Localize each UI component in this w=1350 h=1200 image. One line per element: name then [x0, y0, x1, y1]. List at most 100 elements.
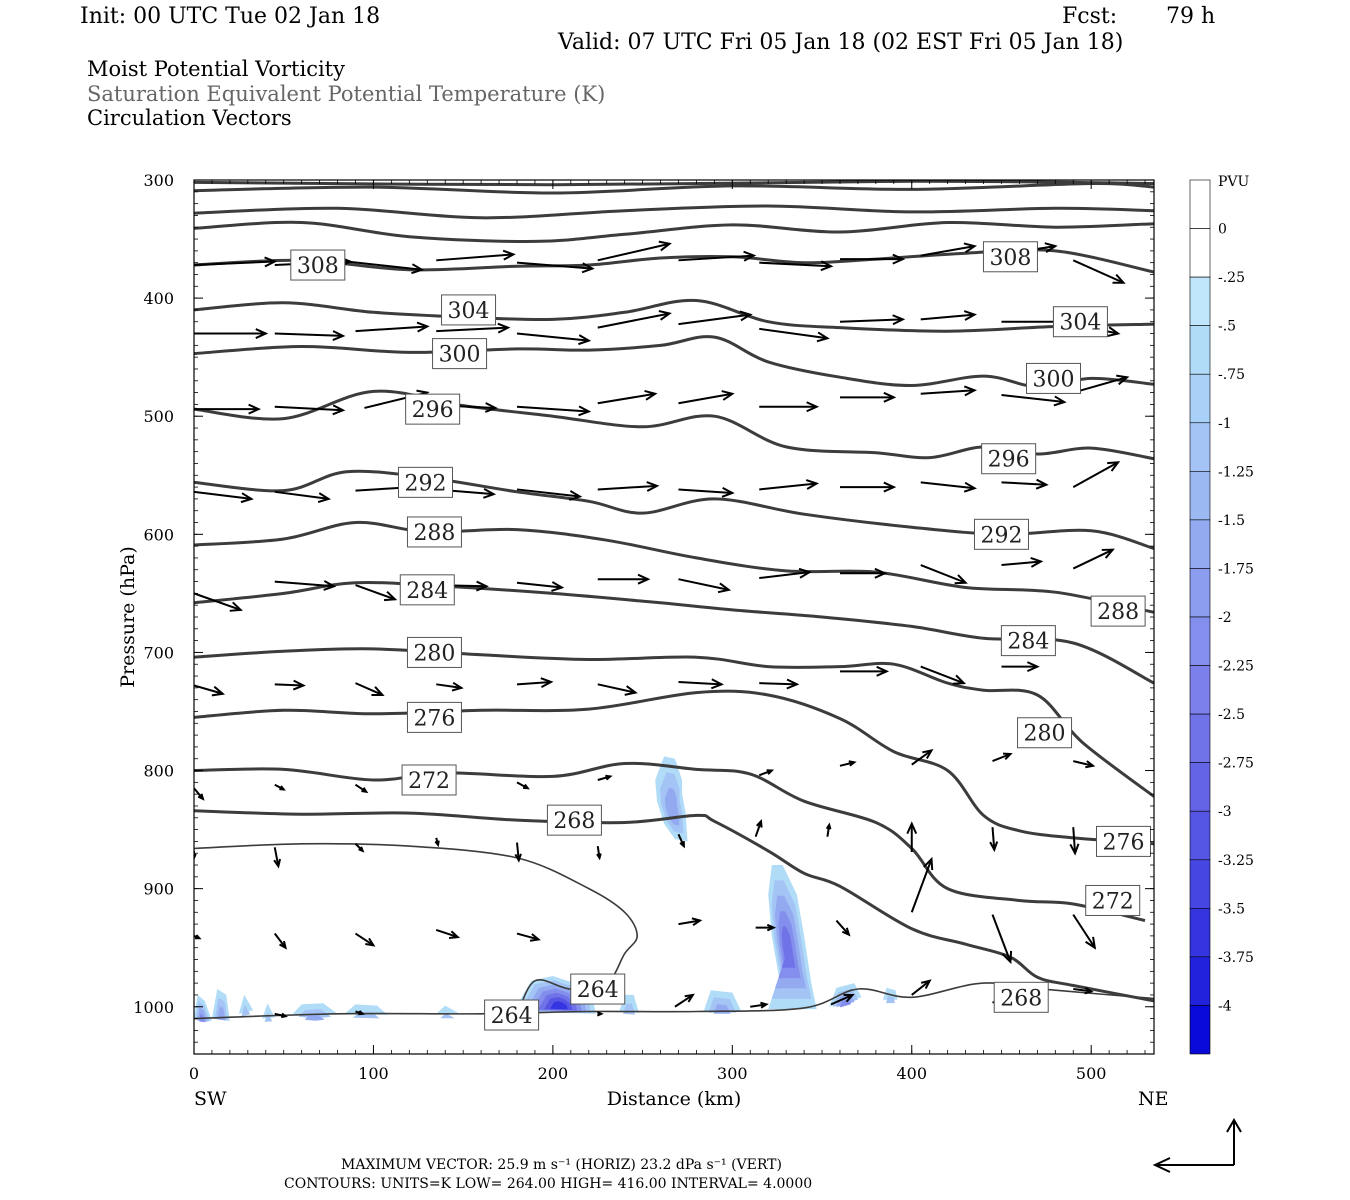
mpv-contour-fill: [241, 1004, 251, 1017]
contour-label-box: [1000, 625, 1056, 657]
contour-label: 268: [553, 809, 595, 834]
contour-label-box: [546, 804, 602, 836]
isentrope-line: [194, 204, 1154, 220]
contour-label: 272: [408, 769, 450, 794]
circulation-vector: [274, 783, 286, 791]
contour-label-box: [1090, 595, 1146, 627]
circulation-vector: [678, 578, 732, 594]
circulation-vector: [920, 481, 977, 493]
contour-label-box: [399, 574, 455, 606]
circulation-vector: [354, 783, 369, 794]
plot-frame: [193, 179, 1155, 1055]
init-time: Init: 00 UTC Tue 02 Jan 18: [80, 4, 381, 29]
circulation-vector: [839, 253, 906, 265]
circulation-vector: [194, 787, 205, 801]
forecast-hour: 79 h: [1166, 4, 1216, 29]
circulation-vector: [839, 481, 897, 493]
circulation-vector: [825, 822, 832, 837]
mpv-shading: [194, 756, 898, 1023]
colorbar-tick-label: -2.75: [1218, 756, 1254, 772]
x-tick-label: 400: [896, 1064, 927, 1083]
colorbar-segment: [1189, 810, 1211, 861]
mpv-contour-fill: [238, 994, 254, 1014]
axes: 300 400 500 600 700 800 900 1000 0 100 200 300 400 50…: [133, 171, 1154, 1083]
circulation-vector: [516, 488, 583, 501]
circulation-vector: [274, 580, 337, 591]
title-theta-es: Saturation Equivalent Potential Temperat…: [87, 82, 606, 106]
colorbar-segment: [1189, 373, 1211, 424]
colorbar-segment: [1189, 422, 1211, 472]
circulation-vector: [678, 250, 757, 262]
contour-label: 304: [1059, 311, 1101, 336]
circulation-vector: [991, 914, 1013, 965]
circulation-vector: [516, 405, 592, 417]
circulation-vector: [354, 932, 376, 947]
circulation-vector: [759, 260, 834, 272]
circulation-vector: [273, 932, 287, 950]
circulation-vector: [274, 1012, 288, 1019]
contour-label-box: [432, 338, 488, 370]
contour-label: 280: [1024, 722, 1066, 747]
contour-label-box: [993, 981, 1049, 1013]
circulation-vector: [597, 774, 613, 781]
reference-vector-icon: [1152, 1118, 1242, 1173]
circulation-vector: [516, 781, 530, 790]
circulation-vector: [596, 1011, 604, 1017]
colorbar-tick-label: -1.25: [1218, 464, 1254, 480]
circulation-vector: [839, 391, 897, 403]
contour-label-box: [290, 249, 346, 281]
x-tick-label: 500: [1076, 1064, 1107, 1083]
contour-label: 308: [989, 246, 1031, 271]
contour-label-box: [1052, 306, 1108, 338]
y-axis-title: Pressure (hPa): [117, 546, 139, 688]
contour-label: 300: [1033, 367, 1075, 392]
mpv-contour-fill: [886, 995, 895, 1004]
circulation-vector: [1001, 661, 1040, 673]
circulation-vector: [678, 390, 735, 405]
colorbar-segment: [1189, 616, 1211, 666]
circulation-vector: [355, 584, 398, 602]
circulation-vector: [194, 490, 254, 504]
colorbar-tick-label: 0: [1218, 222, 1227, 238]
contour-label: 264: [577, 978, 619, 1003]
x-tick-label: 300: [717, 1064, 748, 1083]
forecast-label: Fcst:: [1062, 4, 1118, 29]
isentrope-line: [194, 335, 1154, 389]
colorbar-segment: [1189, 665, 1211, 715]
circulation-vector: [1073, 986, 1094, 995]
colorbar-segment: [1189, 179, 1211, 229]
colorbar-segment: [1189, 568, 1211, 618]
circulation-vector: [1072, 374, 1130, 394]
colorbar-segment: [1189, 325, 1211, 375]
contour-label: 292: [404, 471, 446, 496]
circulation-vector: [355, 321, 430, 333]
contour-label: 288: [1097, 600, 1139, 625]
circulation-vector: [750, 1001, 769, 1009]
circulation-vector: [839, 567, 888, 579]
circulation-vector: [678, 917, 703, 927]
circulation-vector: [920, 310, 977, 321]
circulation-vector: [597, 683, 638, 696]
circulation-vector: [346, 260, 425, 275]
isentrope-line: [194, 809, 1154, 1003]
isentrope-line: [194, 689, 1154, 846]
y-tick-label: 800: [143, 762, 174, 781]
circulation-vector: [911, 979, 932, 996]
isentrope-line: [194, 580, 1154, 685]
y-tick-label: 900: [143, 880, 174, 899]
circulation-vector: [434, 837, 440, 848]
contour-label-box: [982, 241, 1038, 273]
mpv-contour-fill: [436, 1005, 460, 1014]
circulation-vector: [273, 847, 282, 869]
circulation-vector: [194, 850, 197, 861]
circulation-vector: [1072, 914, 1097, 950]
circulation-vector: [194, 328, 269, 339]
mpv-contour-fill: [440, 1013, 455, 1019]
circulation-vector: [989, 827, 999, 853]
circulation-vector: [274, 490, 331, 504]
circulation-vector: [1072, 548, 1115, 570]
circulation-vector: [678, 678, 724, 690]
isentrope-line: [194, 520, 1154, 614]
x-endpoint-sw: SW: [194, 1088, 227, 1110]
